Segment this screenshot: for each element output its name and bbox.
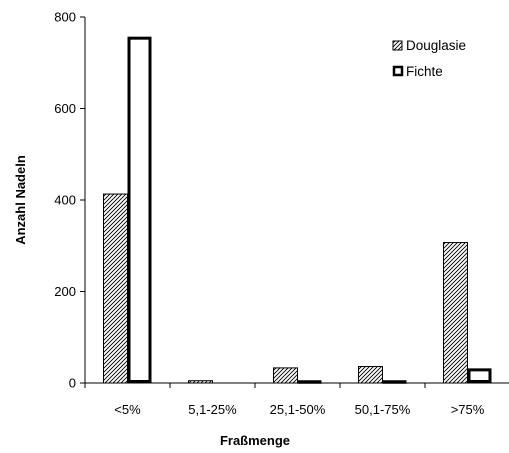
bar-douglasie	[358, 366, 383, 384]
bar-fichte	[382, 380, 407, 384]
legend-swatch-douglasie	[392, 40, 403, 51]
x-tick-label: <5%	[114, 402, 141, 417]
x-tick-label: >75%	[451, 402, 485, 417]
bar-fichte	[297, 380, 322, 384]
y-tick-label: 0	[69, 376, 76, 391]
legend-swatch-fichte	[392, 65, 404, 77]
x-tick-label: 25,1-50%	[270, 402, 326, 417]
plot-area: 0 200 400 600 800 <5% 5,1-25% 25,1-50% 50,1-75% >…	[54, 10, 509, 417]
bar-fichte	[127, 36, 152, 384]
bar-fichte	[467, 368, 492, 383]
y-tick-label: 400	[54, 193, 76, 208]
legend-label-fichte: Fichte	[406, 64, 443, 79]
x-tick-label: 50,1-75%	[355, 402, 411, 417]
y-tick-label: 600	[54, 101, 76, 116]
bar-douglasie	[443, 242, 468, 384]
legend: Douglasie Fichte	[392, 38, 466, 79]
bar-douglasie	[273, 367, 298, 384]
y-tick-label: 800	[54, 10, 76, 25]
x-tick-label: 5,1-25%	[188, 402, 237, 417]
bar-douglasie	[103, 193, 128, 384]
y-tick-label: 200	[54, 284, 76, 299]
bar-douglasie	[188, 380, 213, 384]
y-axis-label: Anzahl Nadeln	[13, 155, 28, 245]
x-axis-label: Fraßmenge	[220, 433, 290, 448]
legend-label-douglasie: Douglasie	[406, 38, 466, 53]
